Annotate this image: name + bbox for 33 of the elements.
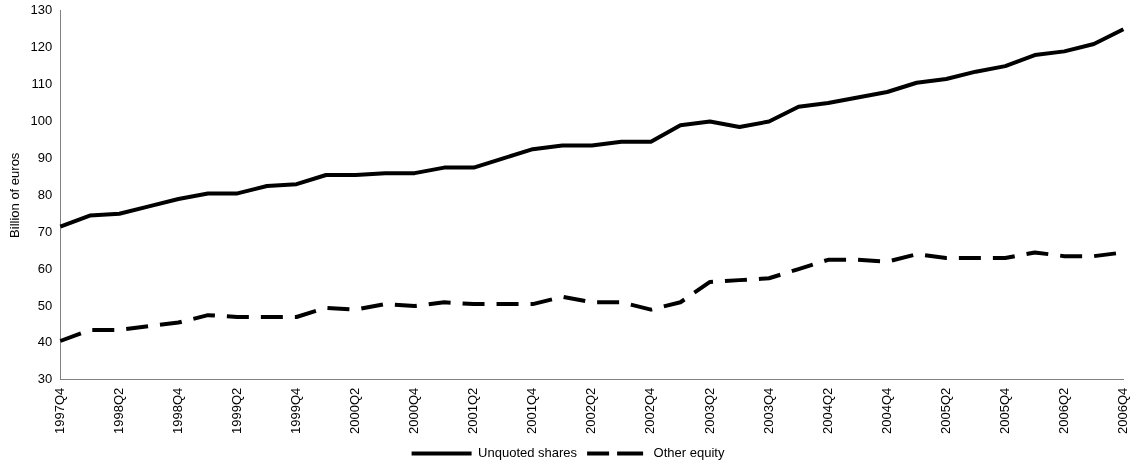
x-tick-label: 1998Q4 [169,387,185,434]
y-tick-label: 30 [37,371,53,387]
y-axis-title: Billion of euros [7,152,23,238]
x-tick-label: 2001Q4 [524,387,540,434]
y-tick-label: 100 [30,113,53,129]
y-tick-label: 120 [30,39,53,55]
x-tick-label: 2000Q4 [406,387,422,434]
y-tick-label: 110 [31,76,53,92]
y-tick-label: 60 [37,260,53,276]
x-tick-label: 2004Q4 [878,387,894,434]
x-tick-label: 2005Q2 [937,387,953,434]
y-tick-label: 80 [37,186,53,202]
x-tick-label: 2002Q2 [583,387,599,434]
x-tick-label: 2000Q2 [347,387,363,434]
y-tick-label: 90 [37,149,53,165]
x-tick-label: 1999Q4 [288,387,304,434]
x-tick-label: 2003Q2 [701,387,717,434]
y-tick-label: 50 [37,297,53,313]
x-tick-label: 2002Q4 [642,387,658,434]
x-tick-label: 1999Q2 [229,387,245,434]
x-tick-label: 1998Q2 [110,387,126,434]
y-tick-label: 40 [37,334,53,350]
y-tick-label: 130 [30,2,53,18]
x-tick-label: 2006Q4 [1114,387,1130,434]
x-tick-label: 2003Q4 [760,387,776,434]
x-tick-label: 1997Q4 [51,387,67,434]
x-tick-label: 2004Q2 [819,387,835,434]
x-tick-label: 2001Q2 [465,387,481,434]
legend-label: Other equity [653,445,725,461]
x-tick-label: 2005Q4 [996,387,1012,434]
y-tick-label: 70 [37,223,53,239]
legend-label: Unquoted shares [478,445,578,461]
x-tick-label: 2006Q2 [1055,387,1071,434]
